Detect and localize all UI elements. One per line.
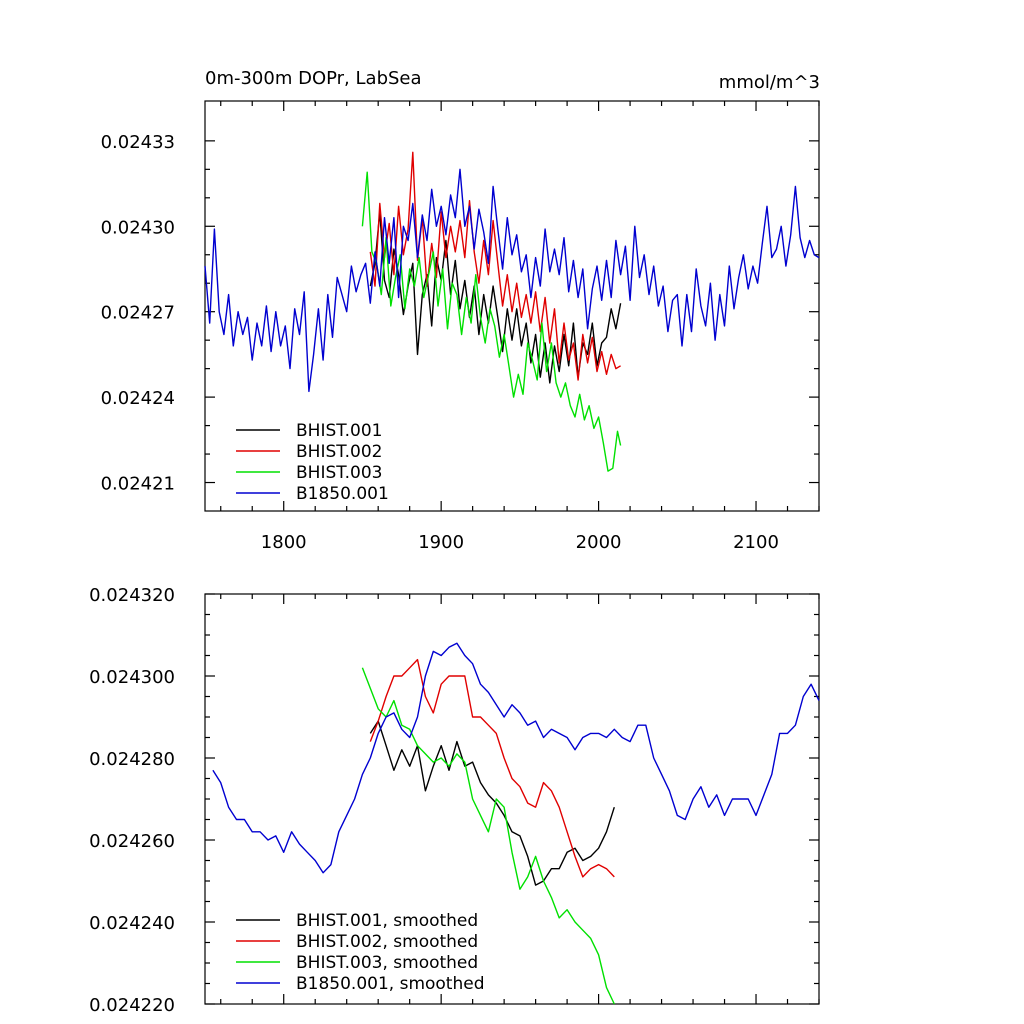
- legend-label: BHIST.003: [296, 463, 382, 483]
- legend-label: BHIST.001: [296, 421, 382, 441]
- x-tick-label: 1900: [418, 532, 464, 553]
- bottom-chart-panel: 0.024220 0.024240 0.024260 0.024280 0.024300…: [89, 585, 820, 1016]
- tick-group: [205, 101, 820, 511]
- tick-label-group: 1800 1900 2000 2100 0.02421 0.02424 0.02427 0.0…: [101, 132, 779, 553]
- x-tick-label: 1800: [261, 532, 307, 553]
- y-tick-label: 0.02433: [101, 132, 175, 153]
- legend-label: BHIST.003, smoothed: [296, 953, 478, 973]
- y-tick-label: 0.024260: [89, 831, 175, 852]
- y-tick-label: 0.024220: [89, 995, 175, 1016]
- series-line-b1850-001: [204, 168, 820, 393]
- y-tick-label: 0.02421: [101, 474, 175, 495]
- x-tick-label: 2000: [576, 532, 622, 553]
- chart-title: 0m-300m DOPr, LabSea: [205, 68, 422, 89]
- legend-label: BHIST.002, smoothed: [296, 932, 478, 952]
- plot-frame: [204, 100, 820, 512]
- series-line-bhist-002-smoothed: [369, 658, 615, 878]
- y-tick-label: 0.024300: [89, 667, 175, 688]
- top-chart-panel: 0m-300m DOPr, LabSea mmol/m^3 1800 1900 20…: [101, 68, 820, 553]
- tick-label-group: 0.024220 0.024240 0.024260 0.024280 0.024300…: [89, 585, 175, 1016]
- chart-units: mmol/m^3: [719, 72, 820, 93]
- series-group: [212, 642, 820, 1005]
- y-tick-label: 0.024240: [89, 913, 175, 934]
- series-line-bhist-001-smoothed: [369, 720, 615, 886]
- series-line-bhist-003-smoothed: [361, 667, 615, 1005]
- series-group: [204, 151, 820, 472]
- y-tick-label: 0.024280: [89, 749, 175, 770]
- legend-label: B1850.001: [296, 484, 389, 504]
- tick-group: [205, 593, 820, 1005]
- y-tick-label: 0.02424: [101, 388, 175, 409]
- legend-label: B1850.001, smoothed: [296, 974, 485, 994]
- series-line-b1850-001-smoothed: [212, 642, 820, 874]
- y-tick-label: 0.02430: [101, 217, 175, 238]
- series-line-bhist-002: [369, 151, 621, 381]
- legend-label: BHIST.002: [296, 442, 382, 462]
- y-tick-label: 0.02427: [101, 303, 175, 324]
- series-line-bhist-003: [361, 171, 622, 472]
- y-tick-label: 0.024320: [89, 585, 175, 606]
- x-tick-label: 2100: [733, 532, 779, 553]
- legend-label: BHIST.001, smoothed: [296, 911, 478, 931]
